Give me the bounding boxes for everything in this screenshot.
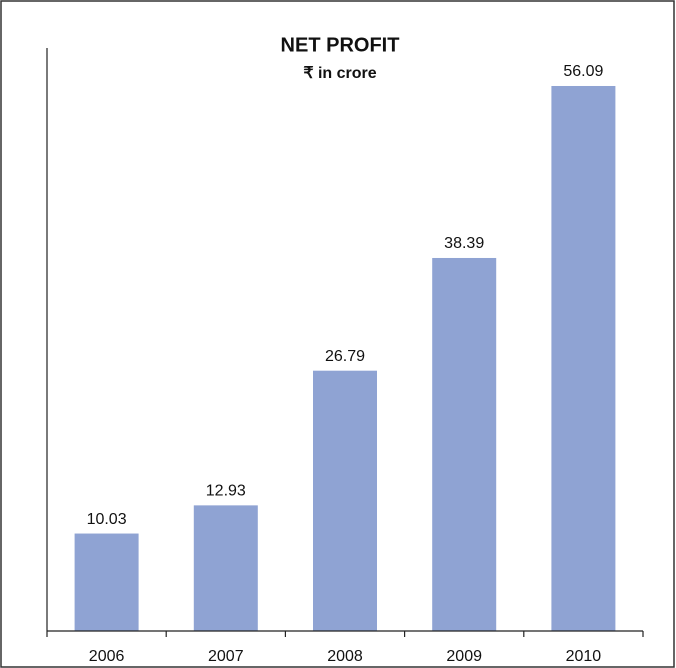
bar [432, 257, 497, 631]
x-tick-label: 2010 [566, 648, 602, 665]
x-tick-label: 2007 [208, 648, 244, 665]
data-label: 12.93 [206, 483, 246, 500]
data-label: 56.09 [563, 63, 603, 80]
x-tick-label: 2006 [89, 648, 125, 665]
chart-title: NET PROFIT [281, 34, 400, 56]
bar [193, 505, 258, 631]
data-label: 26.79 [325, 348, 365, 365]
bar [551, 85, 616, 631]
bar [74, 533, 139, 631]
data-label: 10.03 [87, 511, 127, 528]
bar [313, 370, 377, 631]
chart-subtitle: ₹ in crore [303, 65, 376, 82]
x-tick-label: 2008 [327, 648, 363, 665]
x-tick-label: 2009 [446, 648, 482, 665]
data-label: 38.39 [444, 235, 484, 252]
